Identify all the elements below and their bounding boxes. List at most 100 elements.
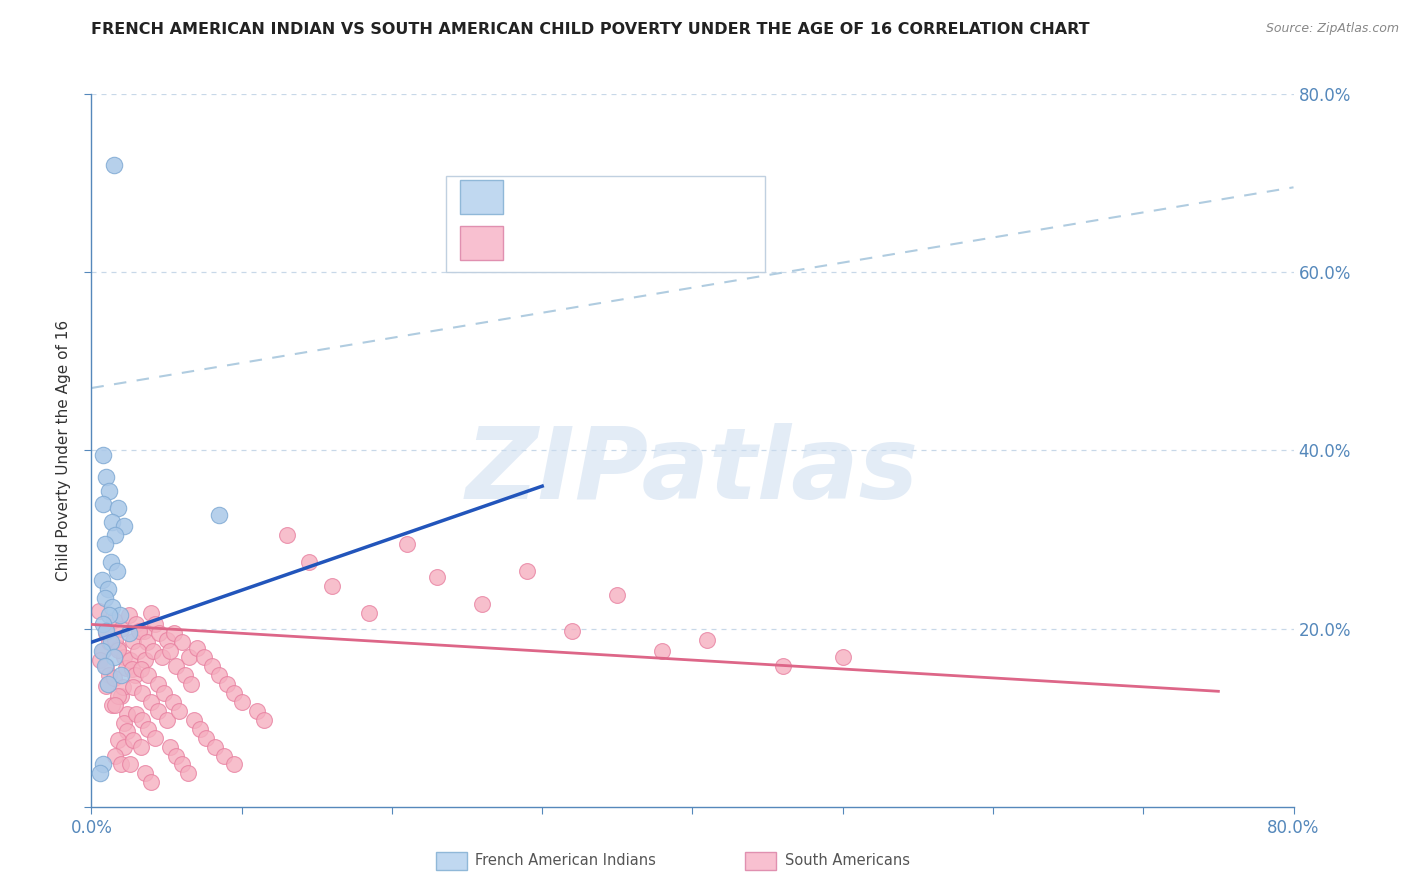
Point [90,573,112,587]
Point [103,650,125,665]
Point [104,632,127,647]
Point [224,686,246,700]
Point [276,528,298,542]
Point [118,626,141,640]
Point [138,668,160,682]
Point [101,698,124,712]
Point [94,591,117,605]
Point [115,661,138,675]
Point [93,617,115,632]
Point [426,570,449,584]
Point [107,501,129,516]
Point [359,606,381,620]
Point [129,662,152,676]
Point [100,635,122,649]
Point [114,519,136,533]
Point [114,739,136,754]
Text: ZIPatlas: ZIPatlas [465,424,920,520]
Point [96,624,118,638]
Point [152,686,174,700]
Point [93,497,115,511]
Point [186,641,208,656]
Point [121,662,143,676]
Point [101,515,124,529]
Point [131,713,153,727]
Point [224,757,246,772]
Point [124,668,146,682]
Point [148,626,170,640]
Point [155,713,177,727]
Point [159,739,181,754]
Point [321,579,343,593]
Point [107,641,129,656]
Point [114,715,136,730]
Point [138,722,160,736]
Point [516,564,538,578]
Point [141,695,163,709]
Bar [460,180,502,214]
Point [96,679,118,693]
Point [246,704,269,718]
Point [134,653,156,667]
Point [103,613,125,627]
Point [146,704,169,718]
Point [89,766,111,780]
Point [103,158,125,172]
Point [165,659,187,673]
Point [107,689,129,703]
Point [87,604,110,618]
Point [193,650,215,665]
Point [212,748,235,763]
Point [107,643,129,657]
Point [163,626,186,640]
Point [100,555,122,569]
Point [104,698,127,712]
Point [170,635,193,649]
Point [97,582,120,596]
Point [298,555,321,569]
Point [110,757,132,772]
Point [94,537,117,551]
Point [136,635,159,649]
Point [98,608,121,623]
Point [125,706,148,721]
Point [165,748,187,763]
Point [177,650,200,665]
Text: R = -0.191: R = -0.191 [519,235,605,251]
Point [253,713,276,727]
Point [93,644,115,658]
Point [143,617,166,632]
Point [125,617,148,632]
Point [96,659,118,673]
Text: South Americans: South Americans [785,854,910,868]
Point [201,659,224,673]
Point [395,537,418,551]
Point [110,689,132,703]
Point [134,766,156,780]
Point [89,653,111,667]
Point [561,624,583,638]
Bar [446,176,765,272]
Point [108,608,131,623]
Point [231,695,253,709]
Text: R = 0.244: R = 0.244 [519,190,599,204]
Point [94,659,117,673]
Point [651,644,673,658]
Point [117,706,139,721]
Point [127,644,149,658]
Point [118,608,141,623]
Point [141,606,163,620]
Point [104,528,127,542]
Point [128,624,150,638]
Y-axis label: Child Poverty Under the Age of 16: Child Poverty Under the Age of 16 [56,320,72,581]
Point [188,722,211,736]
Point [772,659,794,673]
Point [101,599,124,614]
Point [120,653,142,667]
Point [111,680,134,694]
Point [696,632,718,647]
Point [90,644,112,658]
Point [104,748,127,763]
Point [180,677,202,691]
Point [114,650,136,665]
